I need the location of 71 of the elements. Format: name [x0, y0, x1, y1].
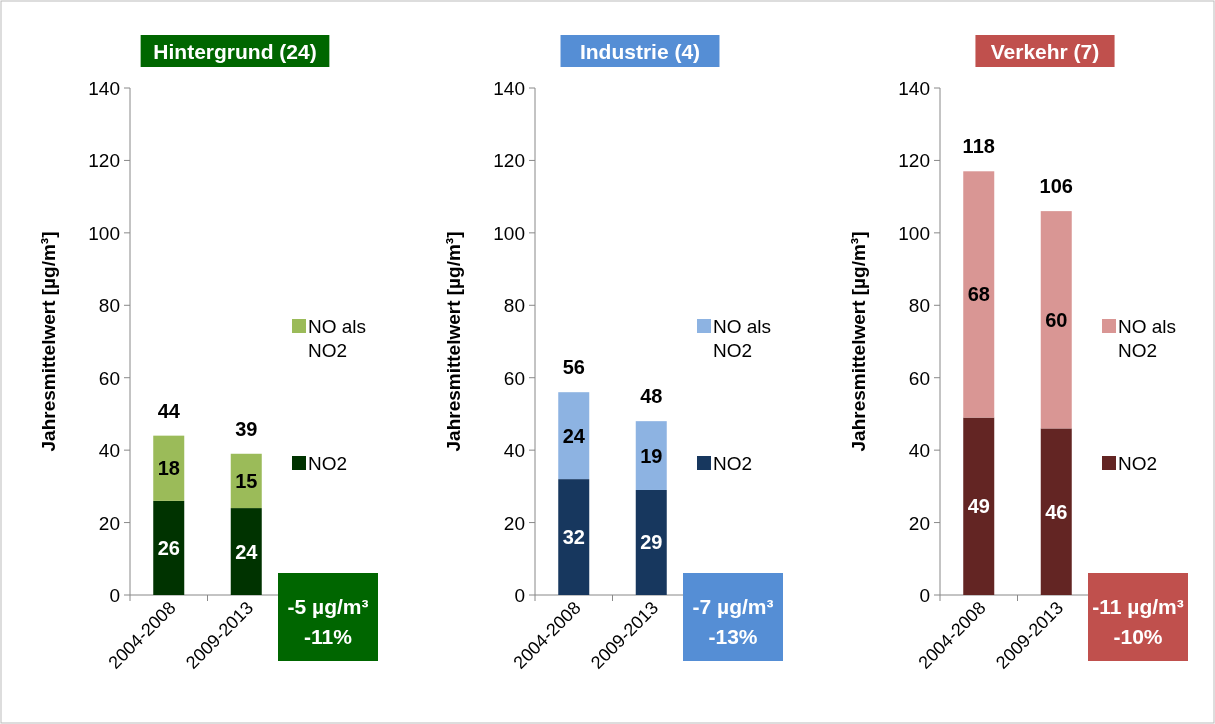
total-label: 39	[235, 417, 258, 440]
y-tick-label: 80	[503, 295, 525, 317]
y-tick-label: 100	[898, 222, 930, 244]
y-tick-label: 140	[898, 78, 930, 99]
chart-title: Verkehr (7)	[990, 40, 1100, 63]
y-tick-label: 0	[919, 585, 930, 606]
data-label: 24	[235, 540, 259, 563]
bar	[153, 500, 185, 595]
y-tick-label: 20	[908, 512, 930, 534]
bar	[1040, 428, 1072, 595]
bar	[963, 417, 995, 595]
y-tick-label: 20	[98, 512, 120, 534]
y-tick-label: 60	[98, 367, 120, 389]
bar	[558, 392, 590, 480]
y-tick-label: 0	[109, 585, 120, 606]
bar	[963, 171, 995, 418]
y-tick-label: 40	[908, 440, 930, 462]
bar	[635, 421, 667, 490]
y-axis-title: Jahresmittelwert [µg/m³]	[443, 231, 464, 452]
data-label: 49	[967, 495, 990, 518]
y-tick-label: 40	[503, 440, 525, 462]
y-tick-label: 60	[503, 367, 525, 389]
y-tick-label: 140	[88, 78, 120, 99]
text: -10%	[1113, 625, 1163, 648]
total-label: 44	[157, 399, 181, 422]
data-label: 46	[1045, 500, 1068, 523]
text: -11%	[304, 625, 353, 648]
text: -13%	[708, 625, 758, 648]
bar	[558, 479, 590, 595]
legend-label: NO2	[713, 453, 753, 474]
y-tick-label: 60	[908, 367, 930, 389]
data-label: 29	[640, 531, 663, 554]
y-tick-label: 100	[88, 222, 120, 244]
legend-label: NO2	[308, 453, 348, 474]
data-label: 15	[235, 469, 258, 492]
chart-title: Hintergrund (24)	[153, 40, 317, 63]
data-label: 26	[157, 536, 180, 559]
y-tick-label: 0	[514, 585, 525, 606]
total-label: 106	[1039, 175, 1073, 198]
y-axis-title: Jahresmittelwert [µg/m³]	[848, 231, 869, 452]
data-label: 19	[640, 444, 663, 467]
bar	[635, 489, 667, 595]
data-label: 18	[157, 457, 180, 480]
legend-label: NO als NO2	[308, 316, 367, 361]
data-label: 32	[562, 526, 585, 549]
y-tick-label: 120	[493, 150, 525, 172]
text: -7 µg/m³	[692, 595, 774, 618]
y-tick-label: 100	[493, 222, 525, 244]
legend-label: NO2	[1118, 453, 1158, 474]
bar	[1040, 211, 1072, 429]
data-label: 60	[1045, 308, 1068, 331]
data-label: 68	[967, 283, 990, 306]
y-tick-label: 140	[493, 78, 525, 99]
bar	[230, 508, 262, 595]
legend-label: NO als NO2	[1118, 316, 1177, 361]
y-tick-label: 120	[88, 150, 120, 172]
chart-title: Industrie (4)	[579, 40, 701, 63]
y-tick-label: 40	[98, 440, 120, 462]
y-axis-title: Jahresmittelwert [µg/m³]	[38, 231, 59, 452]
total-label: 48	[640, 385, 663, 408]
total-label: 118	[962, 135, 995, 158]
legend-label: NO als NO2	[713, 316, 772, 361]
text: -5 µg/m³	[287, 595, 369, 618]
y-tick-label: 80	[98, 295, 120, 317]
text: -11 µg/m³	[1092, 595, 1184, 618]
y-tick-label: 20	[503, 512, 525, 534]
data-label: 24	[562, 424, 586, 447]
bar	[153, 435, 185, 501]
y-tick-label: 120	[898, 150, 930, 172]
y-tick-label: 80	[908, 295, 930, 317]
total-label: 56	[562, 356, 585, 379]
